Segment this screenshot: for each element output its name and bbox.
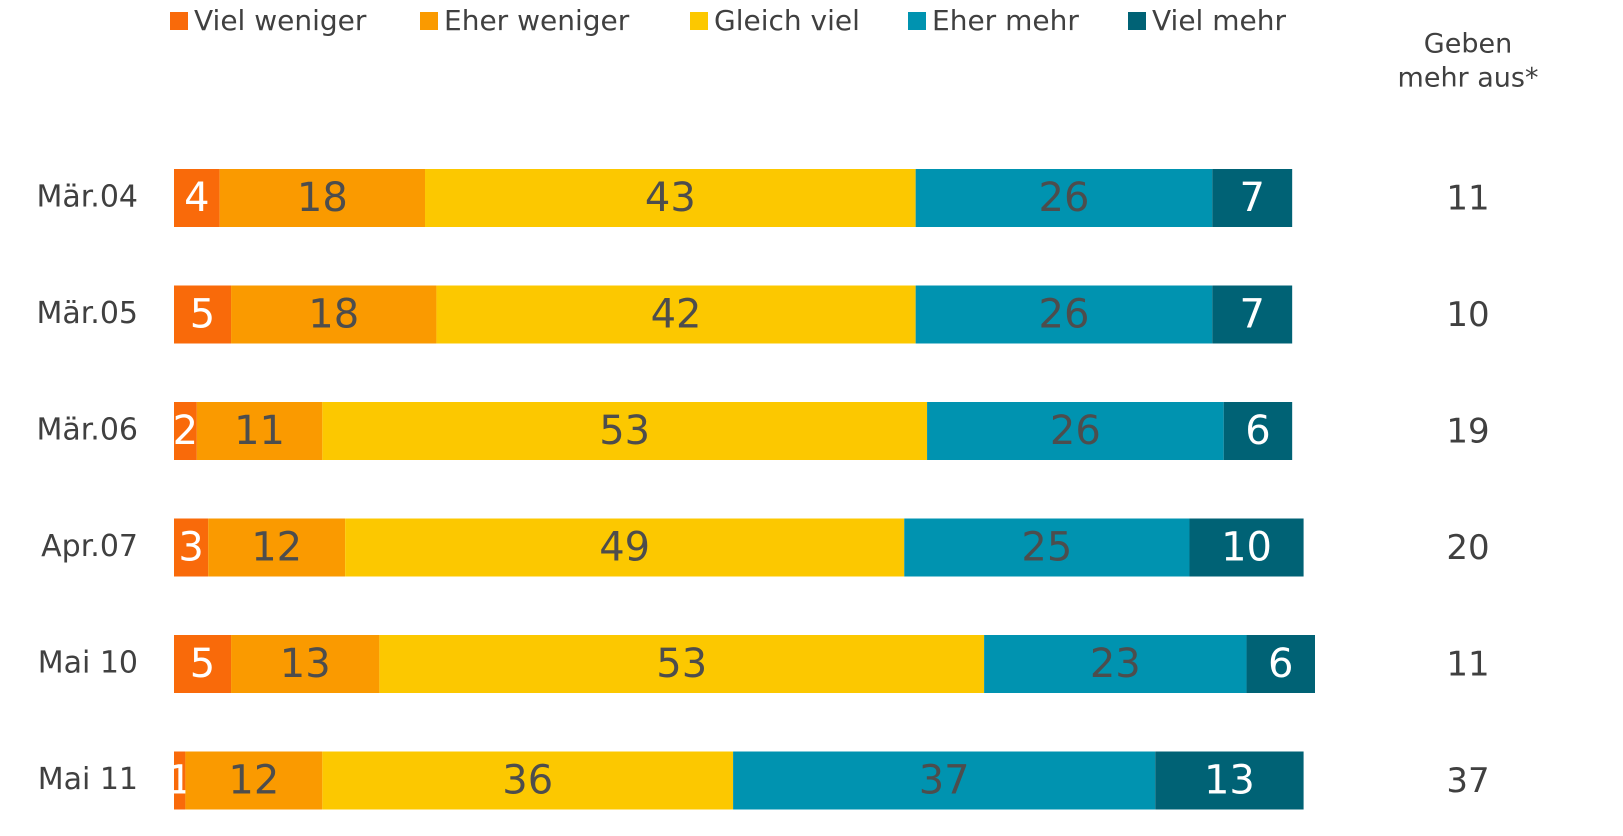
bar-segment [219, 169, 426, 227]
bar-segment [379, 635, 985, 693]
legend-label: Viel weniger [194, 4, 367, 37]
bar-segment [733, 751, 1156, 810]
bar-segment [1246, 635, 1315, 693]
bar-segment [174, 635, 232, 693]
value-label: 3 [178, 525, 203, 571]
value-label: 36 [502, 758, 553, 804]
bar-segment [174, 751, 186, 810]
category-label: Mai 11 [38, 762, 138, 797]
legend-swatch [1128, 12, 1146, 30]
bar-segment [196, 402, 323, 460]
bar-segment [904, 518, 1190, 577]
value-label: 26 [1050, 408, 1101, 454]
value-label: 13 [280, 641, 331, 687]
legend-swatch [908, 12, 926, 30]
bar-segment [425, 169, 916, 227]
value-label: 13 [1204, 758, 1255, 804]
value-label: 5 [190, 292, 215, 338]
bar-segment [1212, 285, 1293, 344]
value-label: 4 [184, 175, 209, 221]
legend-swatch [170, 12, 188, 30]
bar-segment [208, 518, 346, 577]
value-label: 6 [1268, 641, 1293, 687]
value-label: 25 [1021, 525, 1072, 571]
column-header: Geben [1424, 29, 1512, 60]
value-label: 7 [1240, 175, 1265, 221]
value-label: 37 [919, 758, 970, 804]
value-label: 26 [1039, 292, 1090, 338]
category-label: Mär.04 [36, 180, 138, 215]
bar-segment [174, 169, 220, 227]
extra-value: 37 [1446, 761, 1489, 801]
bar-segment [1155, 751, 1304, 810]
bar-segment [174, 285, 232, 344]
extra-value: 11 [1446, 179, 1489, 219]
legend-swatch [420, 12, 438, 30]
value-label: 12 [251, 525, 302, 571]
bar-segment [984, 635, 1247, 693]
category-label: Apr.07 [41, 529, 138, 564]
bar-segment [345, 518, 905, 577]
bar-segment [322, 751, 734, 810]
value-label: 18 [297, 175, 348, 221]
value-label: 26 [1039, 175, 1090, 221]
bar-segment [174, 518, 209, 577]
extra-value: 11 [1446, 645, 1489, 685]
value-label: 2 [173, 408, 198, 454]
value-label: 6 [1245, 408, 1270, 454]
value-label: 12 [228, 758, 279, 804]
value-label: 49 [599, 525, 650, 571]
bar-segment [174, 402, 197, 460]
category-label: Mär.06 [36, 413, 138, 448]
bar-segment [231, 285, 437, 344]
value-label: 53 [599, 408, 650, 454]
legend-label: Viel mehr [1152, 4, 1286, 37]
extra-value: 10 [1446, 295, 1489, 335]
extra-value: 20 [1446, 528, 1489, 568]
bar-segment [915, 285, 1213, 344]
column-header: mehr aus* [1398, 63, 1539, 94]
extra-value: 19 [1446, 412, 1489, 452]
category-label: Mär.05 [36, 296, 138, 331]
value-label: 18 [308, 292, 359, 338]
legend-label: Eher mehr [932, 4, 1079, 37]
bar-segment [915, 169, 1213, 227]
value-label: 43 [645, 175, 696, 221]
bar-segment [1189, 518, 1304, 577]
legend-label: Gleich viel [714, 4, 860, 37]
bar-segment [231, 635, 380, 693]
value-label: 11 [234, 408, 285, 454]
legend-swatch [690, 12, 708, 30]
bar-segment [1212, 169, 1293, 227]
bar-segment [1223, 402, 1293, 460]
value-label: 5 [190, 641, 215, 687]
value-label: 23 [1090, 641, 1141, 687]
bar-segment [185, 751, 323, 810]
value-label: 42 [651, 292, 702, 338]
value-label: 53 [656, 641, 707, 687]
value-label: 10 [1221, 525, 1272, 571]
value-label: 7 [1240, 292, 1265, 338]
legend-label: Eher weniger [444, 4, 630, 37]
bar-segment [322, 402, 928, 460]
bar-segment [927, 402, 1224, 460]
bar-segment [436, 285, 916, 344]
category-label: Mai 10 [38, 646, 138, 681]
